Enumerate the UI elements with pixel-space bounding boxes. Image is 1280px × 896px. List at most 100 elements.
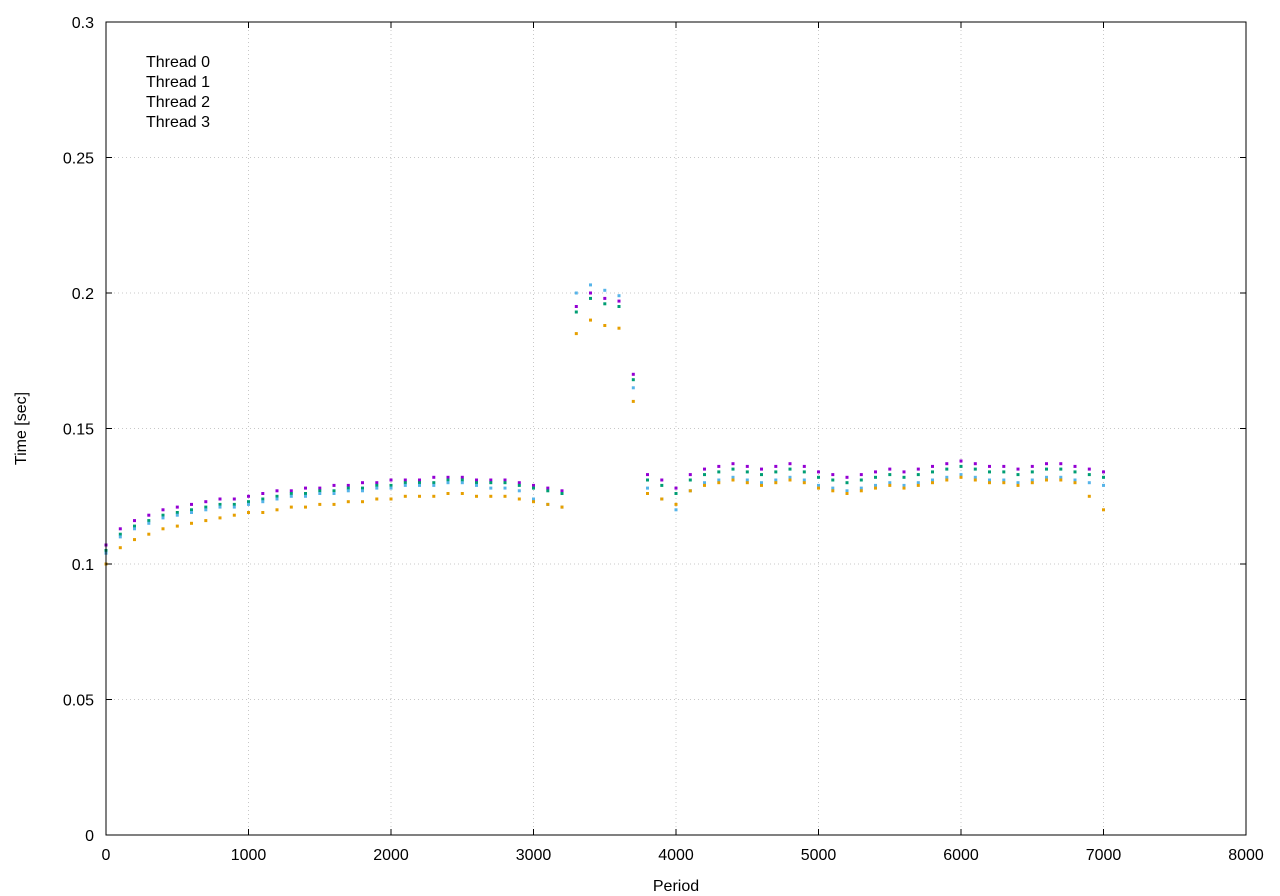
data-point (432, 494, 436, 498)
data-point (646, 486, 649, 490)
data-point (503, 478, 507, 482)
series-thread-0 (104, 291, 1105, 547)
data-point (375, 481, 379, 485)
data-point (403, 481, 407, 485)
data-point (945, 478, 949, 482)
data-point (489, 481, 493, 485)
data-point (574, 332, 578, 336)
data-point (218, 502, 222, 506)
data-point (261, 500, 265, 504)
x-tick-label: 3000 (516, 847, 552, 864)
series-thread-3 (104, 318, 1105, 566)
data-point (460, 481, 464, 485)
data-point (859, 473, 863, 477)
data-point (902, 470, 906, 474)
data-point (418, 494, 421, 498)
data-point (232, 497, 236, 501)
data-point (959, 473, 963, 477)
data-point (147, 521, 151, 525)
data-point (817, 483, 820, 487)
data-point (1045, 462, 1048, 466)
data-point (261, 511, 265, 514)
data-point (703, 473, 706, 477)
data-point (731, 475, 735, 479)
x-tick-label: 2000 (373, 847, 409, 864)
data-point (304, 486, 307, 490)
data-point (261, 497, 265, 501)
data-point (916, 481, 920, 485)
data-point (332, 483, 336, 487)
y-tick-label: 0.1 (72, 557, 94, 574)
data-point (660, 478, 664, 482)
data-point (546, 486, 550, 490)
y-tick-label: 0.15 (63, 422, 94, 439)
data-point (361, 500, 364, 504)
data-point (617, 326, 621, 330)
data-point (788, 467, 792, 471)
data-point (859, 486, 863, 490)
data-point (745, 470, 749, 474)
x-tick-labels: 0 1000 2000 3000 4000 5000 6000 7000 8000 (102, 847, 1264, 864)
data-point (1045, 478, 1048, 482)
data-point (874, 475, 877, 479)
data-point (175, 511, 179, 514)
data-point (517, 497, 521, 501)
data-point (817, 470, 820, 474)
data-point (161, 527, 165, 531)
data-point (1087, 467, 1091, 471)
data-point (1030, 470, 1034, 474)
data-point (916, 483, 920, 487)
data-point (403, 478, 407, 482)
data-point (845, 489, 849, 493)
data-point (304, 494, 307, 498)
data-point (646, 473, 649, 477)
data-point (603, 302, 607, 306)
data-point (831, 478, 835, 482)
data-point (275, 508, 279, 512)
data-point (589, 291, 592, 295)
data-point (532, 497, 535, 501)
data-point (1073, 464, 1077, 468)
y-tick-label: 0.2 (72, 286, 94, 303)
data-point (503, 481, 507, 485)
data-point (731, 478, 735, 482)
data-point (532, 486, 535, 490)
data-point (389, 486, 393, 490)
data-point (631, 399, 635, 403)
data-point (361, 486, 364, 490)
x-tick-label: 0 (102, 847, 111, 864)
data-point (503, 486, 507, 490)
data-point (517, 483, 521, 487)
data-point (760, 481, 763, 485)
data-point (332, 502, 336, 506)
data-point (902, 483, 906, 487)
data-point (888, 481, 892, 485)
data-point (831, 473, 835, 477)
data-point (945, 475, 949, 479)
data-point (204, 505, 208, 509)
data-point (475, 494, 478, 498)
data-point (560, 505, 564, 509)
data-point (874, 470, 877, 474)
data-point (674, 508, 678, 512)
y-tick-label: 0.05 (63, 693, 94, 710)
data-point (817, 486, 820, 490)
data-point (475, 481, 478, 485)
data-point (688, 473, 692, 477)
data-point (945, 467, 949, 471)
data-point (147, 513, 151, 517)
data-point (660, 483, 664, 487)
data-point (133, 538, 136, 542)
data-point (389, 497, 393, 501)
data-point (546, 502, 550, 506)
data-point (617, 294, 621, 298)
data-point (674, 492, 678, 495)
data-point (133, 524, 136, 528)
data-point (1073, 470, 1077, 474)
data-point (617, 299, 621, 303)
data-point (503, 494, 507, 498)
data-point (959, 475, 963, 479)
data-point (218, 497, 222, 501)
data-point (973, 467, 977, 471)
data-point (346, 489, 350, 493)
